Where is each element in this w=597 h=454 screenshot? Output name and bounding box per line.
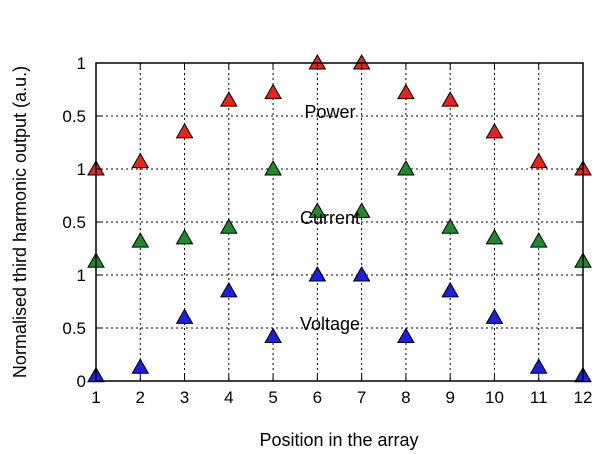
series-current bbox=[87, 159, 592, 268]
data-point bbox=[264, 159, 282, 176]
y-tick-label: 0.5 bbox=[62, 319, 86, 338]
data-point bbox=[219, 281, 238, 298]
data-point bbox=[308, 265, 327, 282]
y-axis-title: Normalised third harmonic output (a.u.) bbox=[10, 66, 30, 378]
data-point bbox=[352, 265, 371, 282]
data-point bbox=[485, 122, 504, 139]
data-point bbox=[219, 91, 238, 107]
data-point bbox=[219, 218, 238, 234]
data-point bbox=[131, 232, 150, 248]
data-point bbox=[529, 152, 548, 169]
ticks-layer bbox=[95, 62, 584, 382]
y-tick-label: 0 bbox=[77, 372, 86, 391]
series-label: Current bbox=[300, 208, 360, 228]
y-tick-label: 1 bbox=[77, 266, 86, 285]
data-point bbox=[441, 218, 460, 234]
data-point bbox=[175, 308, 194, 324]
data-point bbox=[264, 327, 282, 343]
data-point bbox=[529, 358, 548, 374]
data-point bbox=[131, 358, 150, 374]
y-tick-label: 1 bbox=[77, 54, 86, 73]
data-point bbox=[397, 327, 415, 343]
data-point bbox=[485, 308, 504, 324]
y-tick-label: 1 bbox=[77, 160, 86, 179]
y-tick-label: 0.5 bbox=[62, 213, 86, 232]
x-tick-label: 11 bbox=[530, 388, 548, 407]
data-point bbox=[175, 122, 194, 139]
data-point bbox=[441, 91, 460, 107]
x-tick-label: 1 bbox=[91, 388, 100, 407]
x-tick-label: 6 bbox=[313, 388, 322, 407]
data-point bbox=[397, 159, 415, 176]
data-point bbox=[352, 202, 371, 218]
data-point bbox=[441, 281, 460, 298]
series-label: Voltage bbox=[300, 314, 360, 334]
series-label: Power bbox=[304, 102, 355, 122]
x-tick-label: 3 bbox=[180, 388, 189, 407]
x-tick-label: 2 bbox=[136, 388, 145, 407]
x-tick-label: 7 bbox=[357, 388, 366, 407]
x-axis-title: Position in the array bbox=[259, 430, 418, 450]
labels-layer: 1 2 3 4 5 6 7 8 9 10 11 1200.510.510.51PowerCurrent… bbox=[62, 54, 592, 407]
x-tick-label: 4 bbox=[224, 388, 233, 407]
x-tick-label: 9 bbox=[445, 388, 454, 407]
y-tick-label: 0.5 bbox=[62, 107, 86, 126]
marks-layer bbox=[87, 53, 592, 383]
data-point bbox=[264, 83, 282, 100]
data-point bbox=[175, 228, 194, 245]
x-tick-label: 12 bbox=[574, 388, 593, 407]
data-point bbox=[529, 232, 548, 248]
data-point bbox=[131, 152, 150, 169]
x-tick-label: 10 bbox=[485, 388, 504, 407]
x-tick-label: 5 bbox=[268, 388, 277, 407]
data-point bbox=[308, 202, 327, 218]
data-point bbox=[397, 83, 415, 100]
data-point bbox=[485, 228, 504, 245]
x-tick-label: 8 bbox=[401, 388, 410, 407]
